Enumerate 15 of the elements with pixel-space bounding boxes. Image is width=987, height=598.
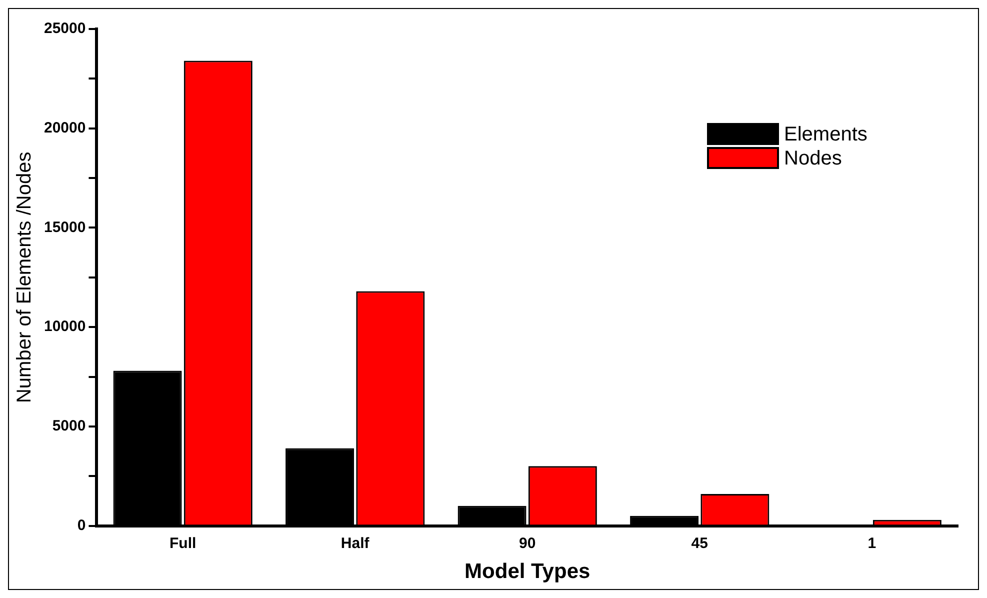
y-tick-label: 25000 — [44, 20, 86, 38]
y-tick-label: 10000 — [44, 318, 86, 336]
y-tick-label: 0 — [77, 516, 86, 534]
legend-label: Elements — [784, 124, 868, 146]
y-tick-label: 15000 — [44, 218, 86, 236]
x-tick-label: 1 — [868, 534, 876, 552]
y-axis-title: Number of Elements /Nodes — [14, 152, 36, 404]
y-tick-label: 5000 — [52, 418, 86, 435]
y-tick-label: 20000 — [44, 120, 86, 136]
x-tick-label: Full — [170, 534, 196, 552]
x-tick-label: 45 — [691, 534, 708, 552]
x-axis-title: Model Types — [464, 560, 590, 584]
legend-label: Nodes — [784, 148, 842, 170]
x-tick-label: Half — [340, 534, 370, 552]
x-tick-label: 90 — [519, 534, 536, 552]
